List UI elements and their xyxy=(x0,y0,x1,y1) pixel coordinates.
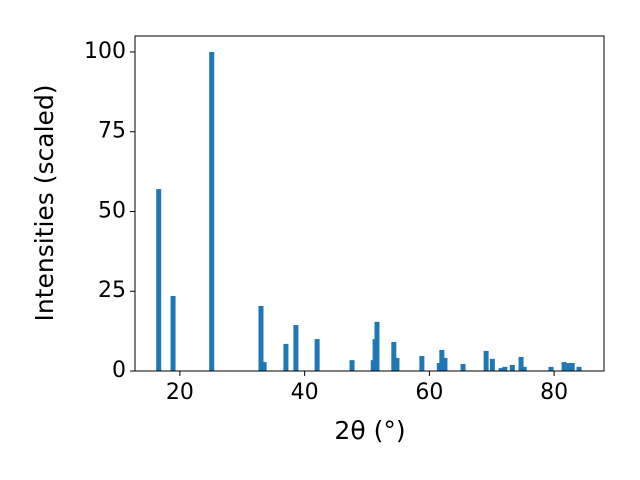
bar xyxy=(576,366,582,371)
bar xyxy=(518,356,524,371)
x-axis-label: 2θ (°) xyxy=(334,416,405,445)
bar xyxy=(521,366,527,371)
bar xyxy=(374,321,380,371)
bar xyxy=(548,366,554,371)
bar xyxy=(209,51,215,371)
bar xyxy=(258,305,264,371)
x-tick-label: 80 xyxy=(540,380,568,405)
bar xyxy=(498,368,504,371)
bar xyxy=(394,357,400,371)
bar xyxy=(261,362,267,371)
y-tick-label: 75 xyxy=(98,119,126,144)
y-tick-label: 100 xyxy=(84,39,126,64)
plot-area xyxy=(156,51,582,371)
bar xyxy=(442,357,448,371)
x-tick-label: 60 xyxy=(415,380,443,405)
bar xyxy=(569,363,575,371)
bar xyxy=(170,296,176,371)
y-tick-label: 0 xyxy=(112,358,126,383)
y-tick-label: 50 xyxy=(98,198,126,223)
bar xyxy=(502,366,508,371)
bar xyxy=(156,189,162,371)
bar xyxy=(349,360,355,371)
bar xyxy=(483,350,489,371)
y-tick-label: 25 xyxy=(98,278,126,303)
bar xyxy=(391,341,397,371)
x-tick-label: 20 xyxy=(166,380,194,405)
bar xyxy=(293,325,299,371)
bar xyxy=(283,343,289,371)
bar xyxy=(439,349,445,371)
bar xyxy=(509,364,515,371)
bar xyxy=(460,363,466,371)
bar xyxy=(419,356,425,371)
bar xyxy=(561,362,567,371)
axes-frame xyxy=(134,35,605,372)
bar xyxy=(566,363,572,371)
y-axis-label: Intensities (scaled) xyxy=(30,84,59,321)
bar xyxy=(489,358,495,371)
bar xyxy=(314,339,320,371)
x-tick-label: 40 xyxy=(291,380,319,405)
